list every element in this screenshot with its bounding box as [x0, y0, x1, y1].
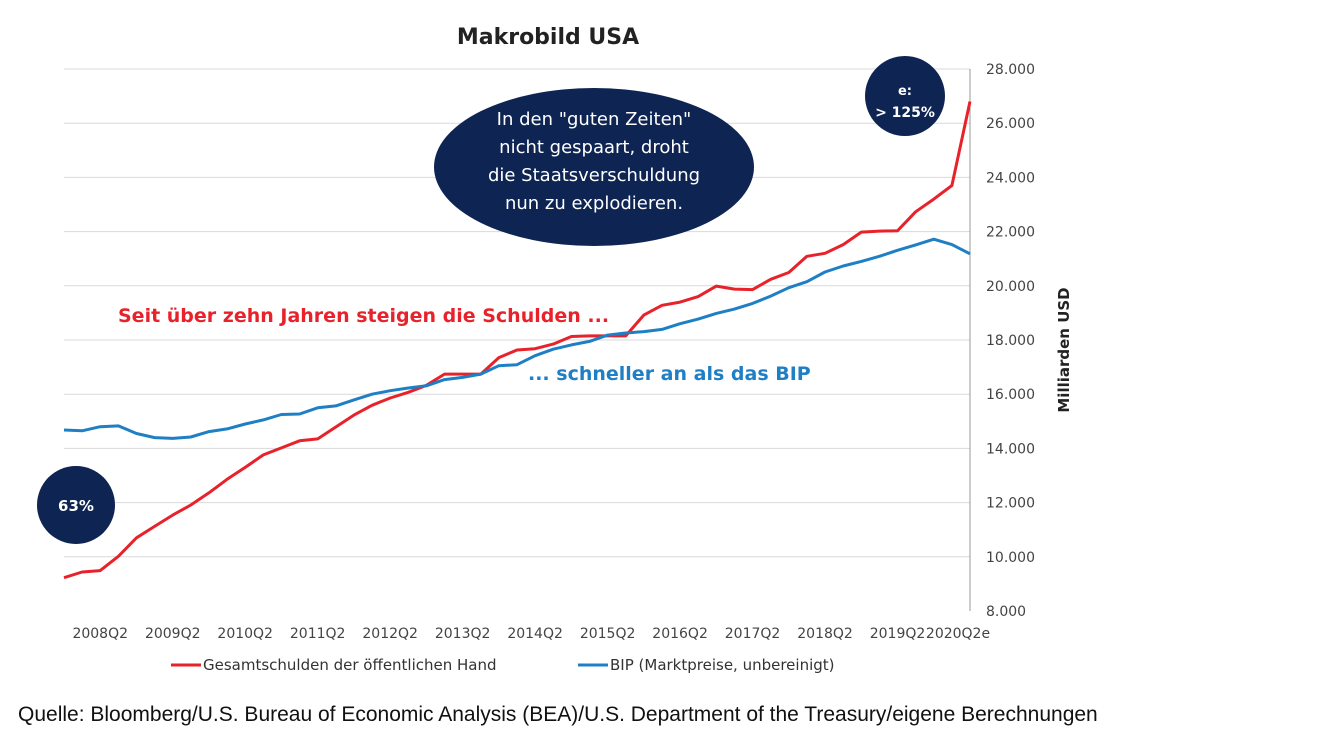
- bubble-center-line-4: nun zu explodieren.: [505, 193, 683, 214]
- y-tick-label: 28.000: [986, 62, 1035, 78]
- y-tick-label: 24.000: [986, 170, 1035, 186]
- x-tick-label: 2010Q2: [217, 626, 273, 642]
- legend: Gesamtschulden der öffentlichen Hand BIP…: [171, 656, 835, 674]
- y-tick-label: 22.000: [986, 225, 1035, 241]
- annotation-bubble-left: 63%: [37, 466, 115, 544]
- x-tick-label: 2012Q2: [362, 626, 418, 642]
- x-tick-label: 2009Q2: [145, 626, 201, 642]
- bubble-right-line-2: > 125%: [875, 105, 935, 121]
- bubble-center-line-3: die Staatsverschuldung: [488, 165, 700, 186]
- x-tick-label: 2011Q2: [290, 626, 346, 642]
- bubble-center-line-1: In den "guten Zeiten": [497, 109, 692, 130]
- bubble-left-label: 63%: [58, 497, 94, 515]
- x-tick-label: 2008Q2: [72, 626, 128, 642]
- annotation-bubble-right: e: > 125%: [865, 56, 945, 136]
- annotation-debt-text: Seit über zehn Jahren steigen die Schuld…: [118, 305, 609, 327]
- legend-label-gdp: BIP (Marktpreise, unbereinigt): [610, 656, 835, 674]
- x-tick-label: 2013Q2: [435, 626, 491, 642]
- y-tick-label: 14.000: [986, 441, 1035, 457]
- y-tick-label: 12.000: [986, 496, 1035, 512]
- y-tick-label: 10.000: [986, 550, 1035, 566]
- y-axis-label: Milliarden USD: [1055, 287, 1073, 412]
- x-tick-label: 2018Q2: [797, 626, 853, 642]
- x-tick-label: 2017Q2: [725, 626, 781, 642]
- y-tick-label: 18.000: [986, 333, 1035, 349]
- y-tick-labels: 8.000 10.000 12.000 14.000 16.000 18.000 20.00…: [986, 62, 1035, 620]
- legend-label-debt: Gesamtschulden der öffentlichen Hand: [203, 656, 497, 674]
- x-tick-labels: 2008Q2 2009Q2 2010Q2 2011Q2 2012Q2 2013Q2 2014…: [72, 626, 990, 642]
- x-tick-label: 2015Q2: [580, 626, 636, 642]
- annotation-gdp-text: ... schneller an als das BIP: [528, 363, 811, 385]
- chart: Makrobild USA 8.000 10.000 12.000 14.000 16.…: [37, 25, 1073, 674]
- bubble-center-line-2: nicht gespaart, droht: [499, 137, 689, 158]
- chart-title: Makrobild USA: [457, 25, 639, 50]
- x-tick-label: 2016Q2: [652, 626, 708, 642]
- bubble-center-shape: [434, 88, 754, 246]
- bubble-right-shape: [865, 56, 945, 136]
- y-tick-label: 16.000: [986, 387, 1035, 403]
- series-line-debt: [63, 101, 972, 580]
- y-tick-label: 26.000: [986, 116, 1035, 132]
- bubble-right-line-1: e:: [898, 84, 912, 99]
- x-tick-label: 2014Q2: [507, 626, 563, 642]
- series-line-gdp: [63, 237, 971, 440]
- source-note: Quelle: Bloomberg/U.S. Bureau of Economi…: [18, 703, 1098, 726]
- y-tick-label: 20.000: [986, 279, 1035, 295]
- x-tick-label: 2019Q2: [870, 626, 926, 642]
- bubble-left-shape: [37, 466, 115, 544]
- annotation-bubble-center: In den "guten Zeiten" nicht gespaart, dr…: [434, 88, 754, 246]
- y-tick-label: 8.000: [986, 604, 1026, 620]
- x-tick-label: 2020Q2e: [926, 626, 990, 642]
